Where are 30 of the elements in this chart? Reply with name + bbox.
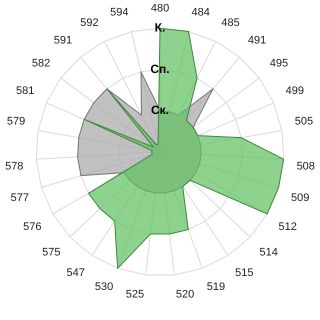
spoke-label: 525 [126,288,144,301]
spoke-label: 577 [10,192,29,204]
spoke-label: 594 [110,6,128,18]
y-tick-label: Ск. [150,103,170,118]
spoke-label: 581 [16,85,34,98]
spoke-label: 515 [235,266,254,279]
spoke-label: 519 [206,281,226,294]
spoke-label: 508 [296,160,315,173]
spoke-label: 495 [270,58,288,70]
spoke-label: 579 [6,116,26,128]
spoke-label: 575 [42,246,60,259]
spoke-label: 499 [286,85,304,98]
spoke-label: 578 [5,160,24,173]
spoke-label: 480 [150,2,170,15]
spoke-label: 485 [221,17,240,30]
spoke-label: 512 [278,221,297,234]
spoke-label: 591 [54,34,72,47]
y-tick-label: Сп. [150,62,170,76]
spoke-label: 514 [260,246,278,259]
spoke-label: 547 [66,266,85,279]
spoke-label: 530 [94,281,114,294]
y-tick-label: К. [154,20,166,35]
spoke-label: 520 [176,288,194,301]
spoke-label: 491 [248,34,266,47]
spoke-label: 484 [192,6,210,18]
spoke-label: 505 [294,116,314,128]
spoke-label: 576 [23,221,42,234]
spoke-label: 582 [32,58,50,70]
spoke-label: 509 [291,192,310,204]
spoke-label: 592 [80,17,99,30]
